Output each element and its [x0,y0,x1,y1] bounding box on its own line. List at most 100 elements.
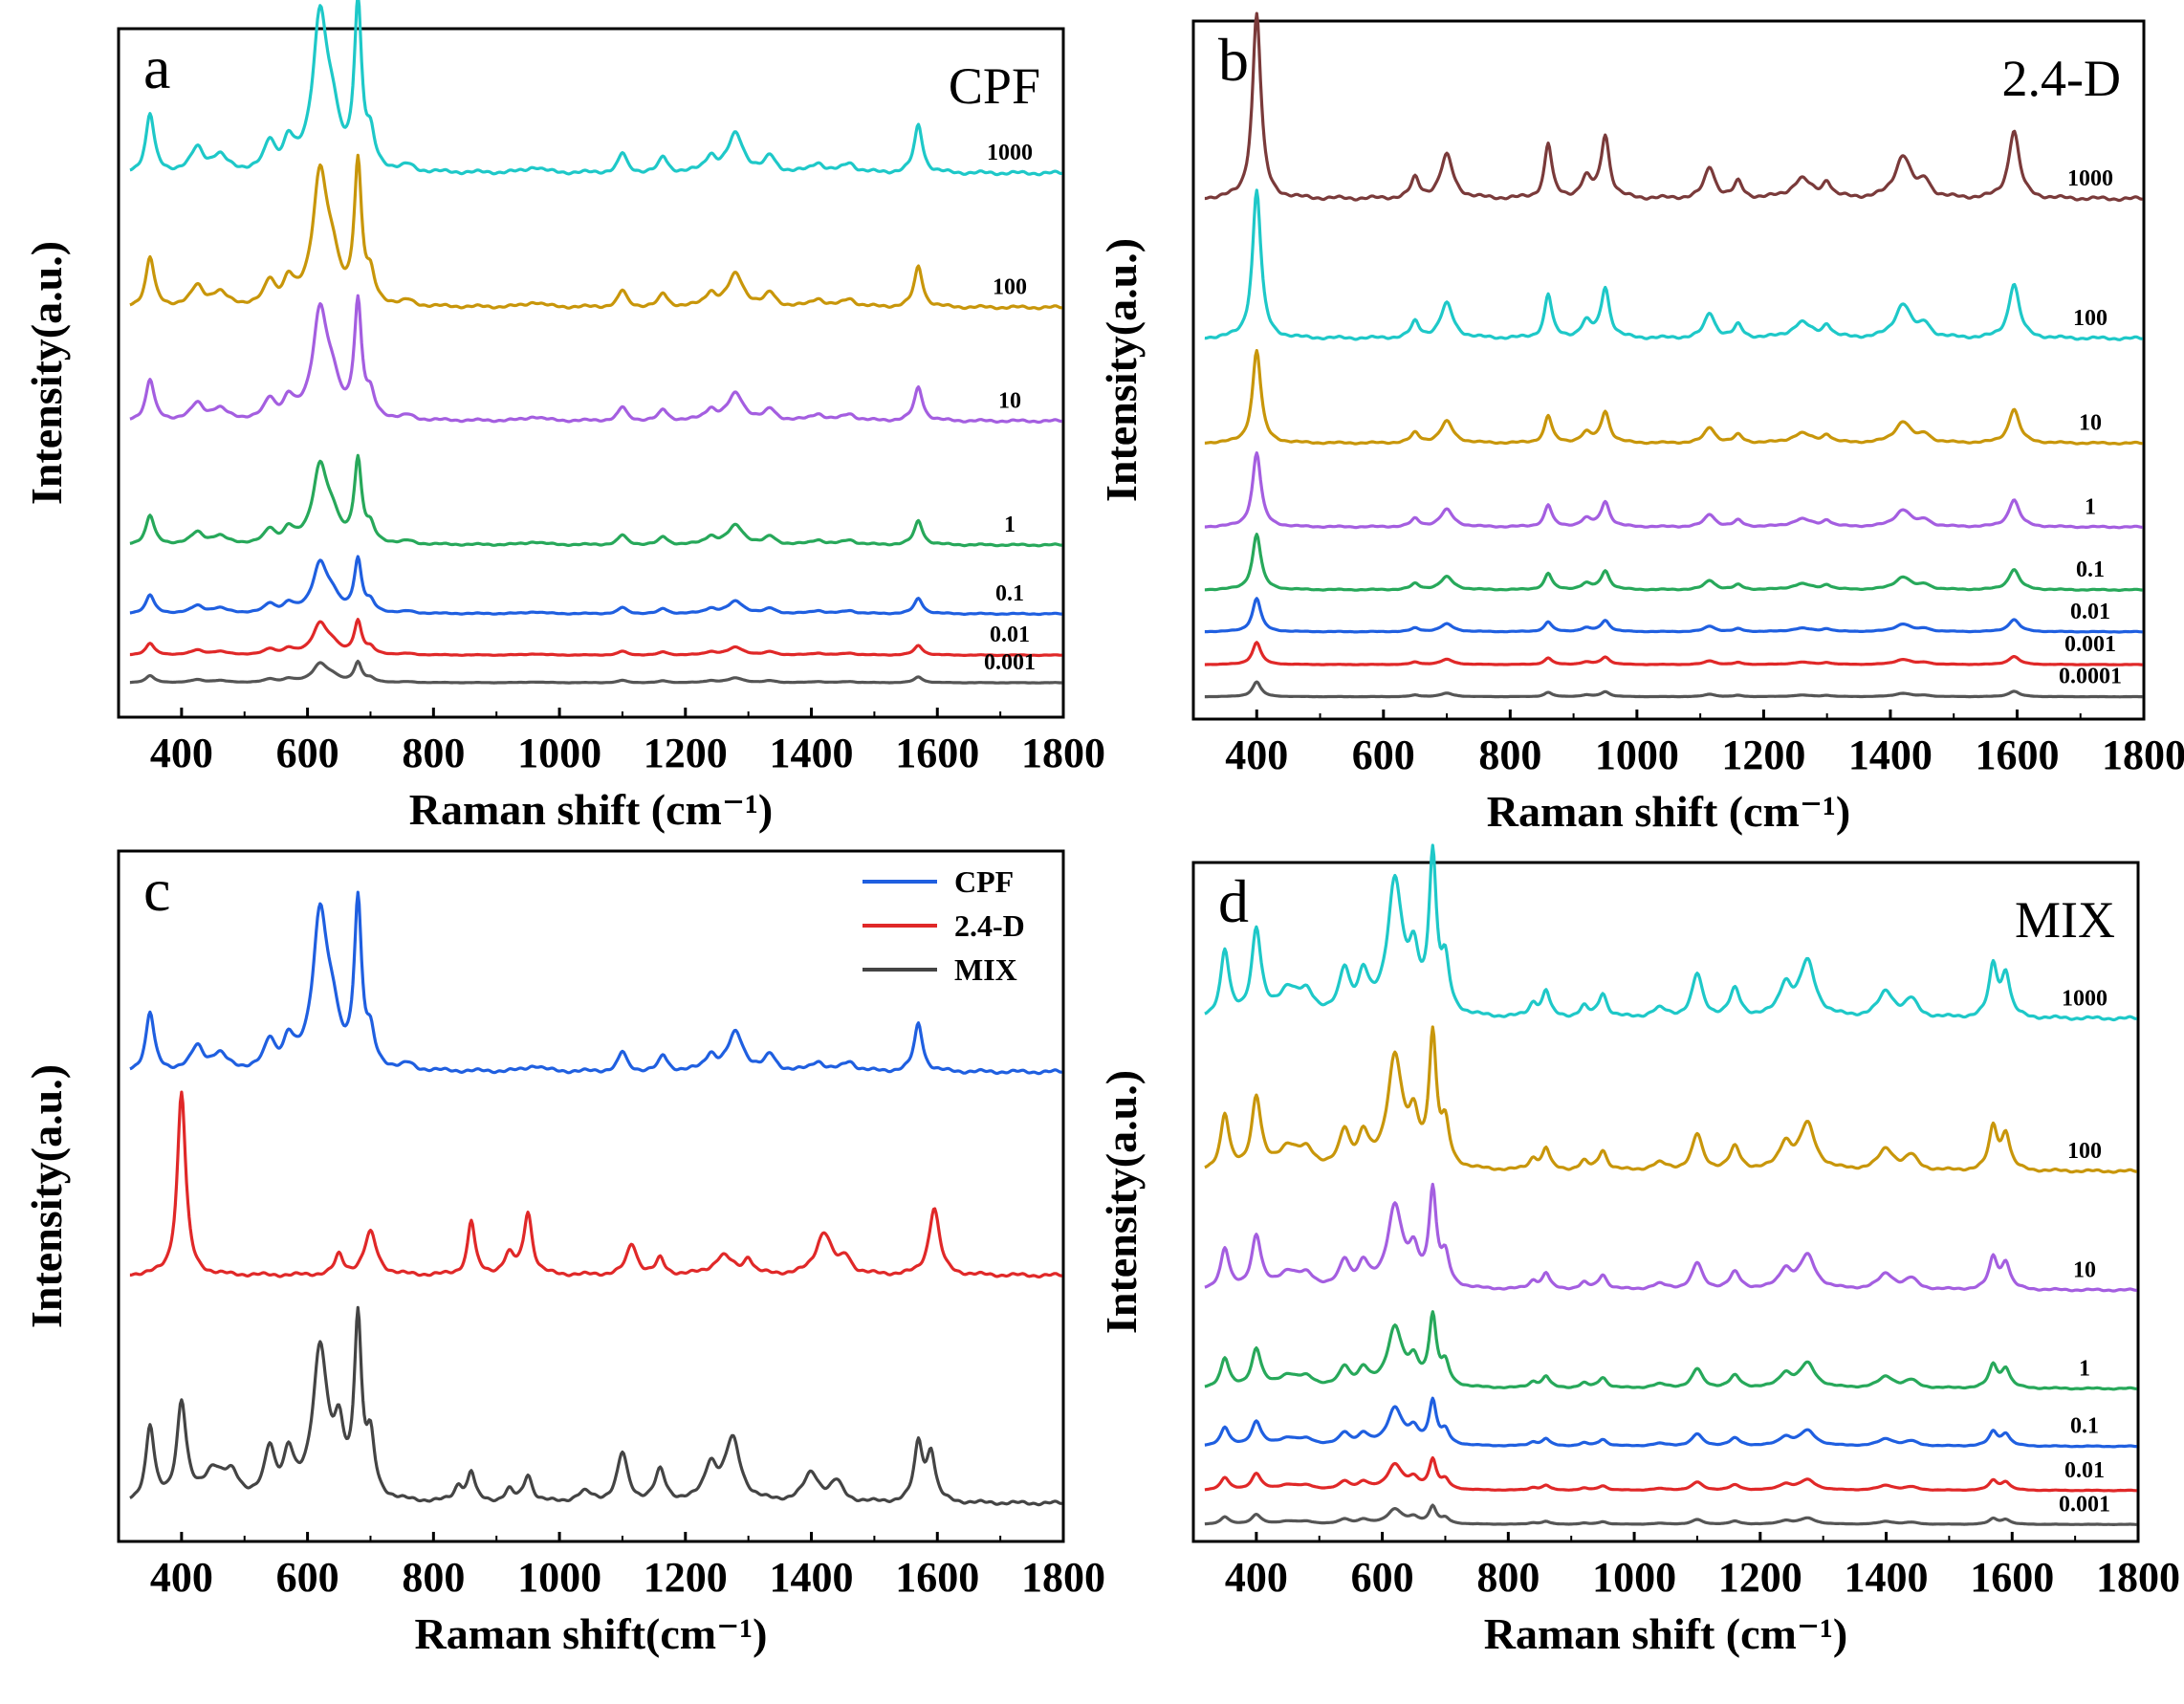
panel-letter: d [1218,867,1249,935]
series-line-2-4-d [129,1090,1062,1278]
x-tick-label: 800 [402,730,465,776]
series-label: 0.01 [2070,600,2110,624]
plot-frame [117,27,1065,719]
x-tick-label: 1000 [517,730,601,776]
series-label: 100 [2067,1139,2102,1164]
series-label: 0.1 [2070,1414,2099,1439]
series-label: 0.001 [2059,1492,2110,1517]
series-label: 0.1 [995,581,1024,606]
panel-title: CPF [949,57,1040,115]
x-axis-label: Raman shift (cm⁻¹) [409,785,773,834]
x-tick-label: 1600 [895,1554,979,1601]
x-tick-label: 400 [1225,732,1288,778]
x-tick-label: 1400 [770,1554,854,1601]
y-axis-label: Intensity(a.u.) [22,241,71,505]
panel-title: MIX [2015,891,2115,949]
x-tick-label: 1800 [2102,732,2184,778]
series-label: 0.0001 [2059,665,2122,689]
x-tick-label: 600 [1351,1554,1414,1601]
series-label: 0.01 [2064,1458,2105,1483]
y-axis-label: Intensity(a.u.) [1097,1070,1146,1334]
series-label: 1 [2079,1356,2090,1381]
series-label: 0.01 [990,623,1030,647]
series-label: 0.001 [2064,632,2116,657]
series-line-1000 [129,0,1062,177]
legend-label: 2.4-D [954,908,1025,943]
x-tick-label: 1000 [1592,1554,1676,1601]
x-tick-label: 800 [1478,732,1541,778]
x-tick-label: 1800 [1021,1554,1105,1601]
series-line-0-01 [1204,597,2143,634]
series-line-1 [129,453,1062,548]
series-line-0-1 [129,555,1062,617]
series-line-0-1 [1204,533,2143,592]
x-tick-label: 1400 [770,730,854,776]
series-line-10 [1204,349,2143,446]
series-label: 1 [2085,494,2096,519]
x-tick-label: 1800 [2096,1554,2180,1601]
x-tick-label: 400 [150,1554,213,1601]
series-line-1000 [1204,11,2143,203]
series-line-0-001 [1204,641,2143,666]
x-tick-label: 1000 [1595,732,1679,778]
series-label: 100 [993,275,1027,300]
x-tick-label: 400 [150,730,213,776]
series-line-mix [129,1305,1062,1507]
panel-d: 400 600 800 1000 1200 1400 1600 1800 Raman shift… [1097,843,2180,1658]
y-axis-label: Intensity(a.u.) [1097,238,1146,502]
x-tick-label: 1800 [1021,730,1105,776]
plot-frame [1191,861,2140,1543]
series-line-0-0001 [1204,680,2143,699]
series-label: 0.1 [2076,557,2105,582]
x-tick-label: 1600 [1970,1554,2054,1601]
panel-b: 400 600 800 1000 1200 1400 1600 1800 Raman shift… [1097,11,2184,836]
x-tick-label: 600 [276,1554,339,1601]
x-tick-label: 800 [1476,1554,1540,1601]
x-tick-label: 600 [276,730,339,776]
panel-a: 400 600 800 1000 1200 1400 1600 1800 Raman shift… [22,0,1105,834]
series-line-0-001 [129,659,1062,685]
x-tick-label: 800 [402,1554,465,1601]
series-line-0-001 [1204,1503,2137,1526]
plot-frame [117,849,1065,1543]
series-line-100 [1204,1025,2137,1174]
series-label: 10 [998,388,1021,413]
plot-frame [1191,19,2146,721]
series-line-0-1 [1204,1396,2137,1449]
x-tick-label: 1200 [644,730,728,776]
series-label: 1000 [987,141,1033,165]
series-line-100 [129,153,1062,311]
series-line-0-01 [129,618,1062,658]
series-line-1 [1204,1310,2137,1391]
x-tick-label: 400 [1225,1554,1288,1601]
series-label: 1000 [2067,166,2113,191]
series-line-1 [1204,451,2143,530]
series-label: 10 [2079,411,2102,436]
x-tick-label: 1200 [1721,732,1805,778]
x-tick-label: 1000 [517,1554,601,1601]
x-axis-label: Raman shift (cm⁻¹) [1487,787,1850,836]
series-label: 1000 [2062,986,2108,1011]
x-axis-label: Raman shift(cm⁻¹) [415,1609,768,1658]
panel-letter: b [1218,26,1249,94]
series-line-100 [1204,188,2143,341]
x-tick-label: 1600 [1975,732,2059,778]
x-tick-label: 600 [1352,732,1415,778]
panel-letter: a [143,33,170,101]
legend-label: CPF [954,864,1014,899]
series-label: 1 [1004,513,1016,537]
x-tick-label: 1200 [644,1554,728,1601]
series-line-10 [129,294,1062,425]
y-axis-label: Intensity(a.u.) [22,1064,71,1328]
x-axis-label: Raman shift (cm⁻¹) [1484,1609,1847,1658]
legend-label: MIX [954,952,1017,987]
panel-c: 400 600 800 1000 1200 1400 1600 1800 Raman shift… [22,849,1105,1658]
x-tick-label: 1200 [1718,1554,1802,1601]
x-tick-label: 1400 [1848,732,1933,778]
series-line-0-01 [1204,1455,2137,1493]
series-label: 0.001 [984,650,1036,675]
series-label: 100 [2073,306,2108,331]
series-line-10 [1204,1182,2137,1293]
series-label: 10 [2073,1257,2096,1282]
